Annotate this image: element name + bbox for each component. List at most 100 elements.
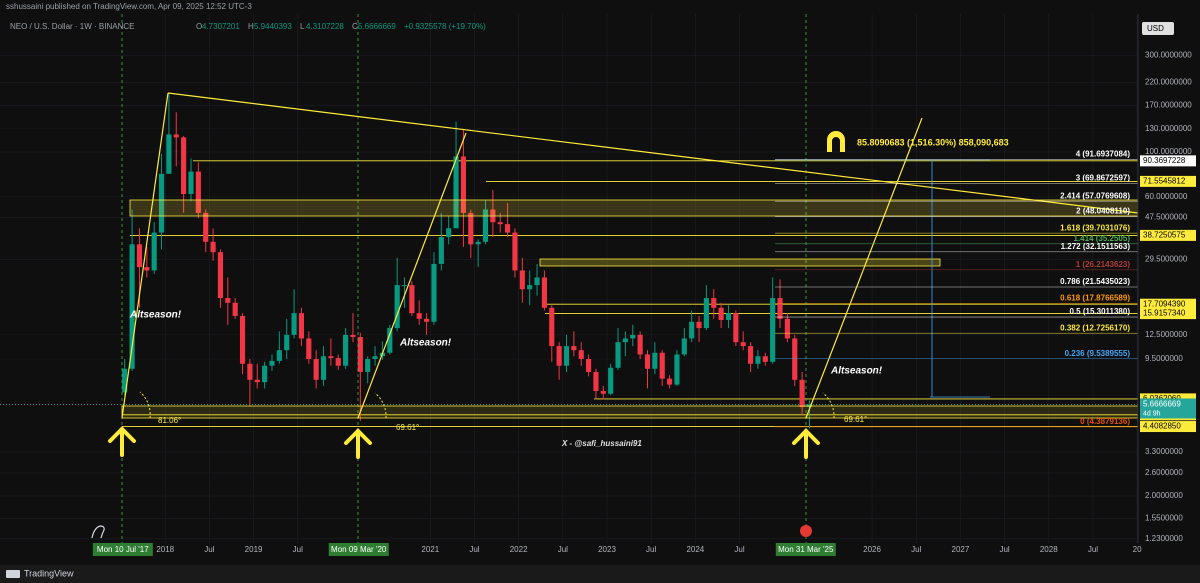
x-tick-label: 2021: [421, 545, 439, 554]
x-tick-label: 2024: [686, 545, 704, 554]
candle-body: [416, 313, 422, 319]
up-arrow: [792, 428, 820, 459]
candle-body: [291, 313, 297, 335]
candles: [122, 92, 813, 429]
x-tick-label: Jul: [911, 545, 921, 554]
candle-body: [232, 302, 238, 316]
currency: USD: [1147, 24, 1164, 33]
ohlc-key: H: [248, 22, 254, 31]
ohlc-value: 5.6666669: [358, 22, 396, 31]
y-tick-label: 9.5000000: [1145, 354, 1183, 363]
candle-body: [365, 359, 371, 372]
symbol: NEO / U.S. Dollar · 1W · BINANCE: [10, 22, 134, 31]
angle-label: 69.61°: [844, 415, 867, 424]
candle-body: [320, 356, 327, 380]
candle-body: [394, 285, 400, 329]
date-marker-box: [92, 543, 153, 556]
candle-body: [784, 318, 790, 339]
candle-body: [718, 307, 724, 321]
fib-label: 1.618 (39.7031076): [1060, 223, 1130, 232]
candle-body: [129, 244, 135, 369]
price-label-box: [1140, 421, 1196, 433]
price-label-box: [1140, 155, 1196, 167]
candle-body: [637, 334, 643, 355]
x-tick-label: 2022: [510, 545, 528, 554]
candle-body: [239, 315, 246, 364]
fib-label: 4 (91.6937084): [1076, 150, 1131, 159]
ohlc-key: C: [352, 22, 358, 31]
drawings: Altseason! Altseason! Altseason! 81.06° …: [91, 14, 1139, 543]
date-marker: Mon 31 Mar '25: [778, 545, 834, 554]
candle-body: [512, 232, 518, 271]
fib-label: 3 (69.8672597): [1076, 174, 1131, 183]
x-tick-label: Jul: [1088, 545, 1098, 554]
logo: [6, 570, 20, 578]
candle-body: [306, 338, 312, 360]
y-tick-label: 1.5500000: [1145, 514, 1183, 523]
y-tick-label: 2.6000000: [1145, 468, 1183, 477]
x-tick-label: 2028: [1040, 545, 1058, 554]
candle-body: [122, 368, 128, 393]
candle-body: [357, 336, 363, 372]
candle-body: [681, 338, 687, 355]
candle-body: [497, 222, 503, 225]
price-label: 15.9157340: [1143, 309, 1186, 318]
zone: [539, 258, 941, 267]
annotation: Altseason!: [399, 338, 452, 349]
time-axis-labels: 2018 Jul 2019 Jul 2021 Jul 2022 Jul 2023 Jul 2024 J…: [92, 543, 1142, 556]
candle-body: [644, 354, 651, 369]
y-tick-label: 170.0000000: [1145, 100, 1192, 109]
zone: [129, 199, 1139, 217]
up-arrow: [108, 426, 136, 457]
annotation: Altseason!: [830, 366, 883, 377]
ohlc-value: 5.9440393: [254, 22, 292, 31]
candle-body: [225, 298, 231, 303]
price-label-box: [1140, 308, 1196, 320]
x-tick-label: 2023: [598, 545, 616, 554]
candle-body: [254, 379, 260, 383]
ohlc-key: L: [300, 22, 305, 31]
fib-label: 0.618 (17.8766589): [1060, 294, 1130, 303]
candle-body: [431, 263, 437, 322]
candle-body: [276, 350, 282, 361]
candle-body: [586, 359, 592, 372]
fib-label: 0 (4.3879136): [1080, 417, 1130, 426]
y-tick-label: 29.5000000: [1145, 254, 1188, 263]
x-tick-label: 2027: [952, 545, 970, 554]
price-label: 71.5545812: [1143, 176, 1186, 185]
x-tick-label: 2026: [863, 545, 881, 554]
candle-body: [519, 270, 525, 290]
trend-line: [805, 117, 923, 419]
ohlc-value: 4.7307201: [202, 22, 240, 31]
candle-body: [608, 367, 614, 394]
candle-body: [335, 358, 341, 366]
candle-body: [144, 267, 150, 271]
y-tick-label: 220.0000000: [1145, 78, 1192, 87]
y-tick-label: 12.5000000: [1145, 330, 1188, 339]
up-arrow: [344, 428, 372, 459]
candle-body: [733, 313, 739, 343]
candle-body: [424, 318, 430, 322]
candle-body: [578, 350, 584, 360]
candle-body: [181, 137, 187, 194]
x-tick-label: Jul: [646, 545, 656, 554]
fib-label: 2.414 (57.0769608): [1060, 191, 1130, 200]
ohlc-key: O: [196, 22, 202, 31]
candle-body: [313, 359, 319, 380]
grid: [0, 14, 1138, 543]
date-marker: Mon 09 Mar '20: [331, 545, 387, 554]
candle-body: [453, 156, 459, 229]
candle-body: [549, 307, 555, 347]
x-tick-label: 2018: [156, 545, 174, 554]
event-icon: [91, 525, 105, 539]
candle-body: [696, 321, 702, 329]
y-tick-label: 3.3000000: [1145, 447, 1183, 456]
candle-body: [350, 334, 356, 337]
candle-body: [446, 228, 452, 238]
candle-body: [666, 378, 673, 385]
arrows: [108, 426, 820, 459]
price-label-box: [1140, 229, 1196, 241]
candle-body: [203, 212, 209, 242]
